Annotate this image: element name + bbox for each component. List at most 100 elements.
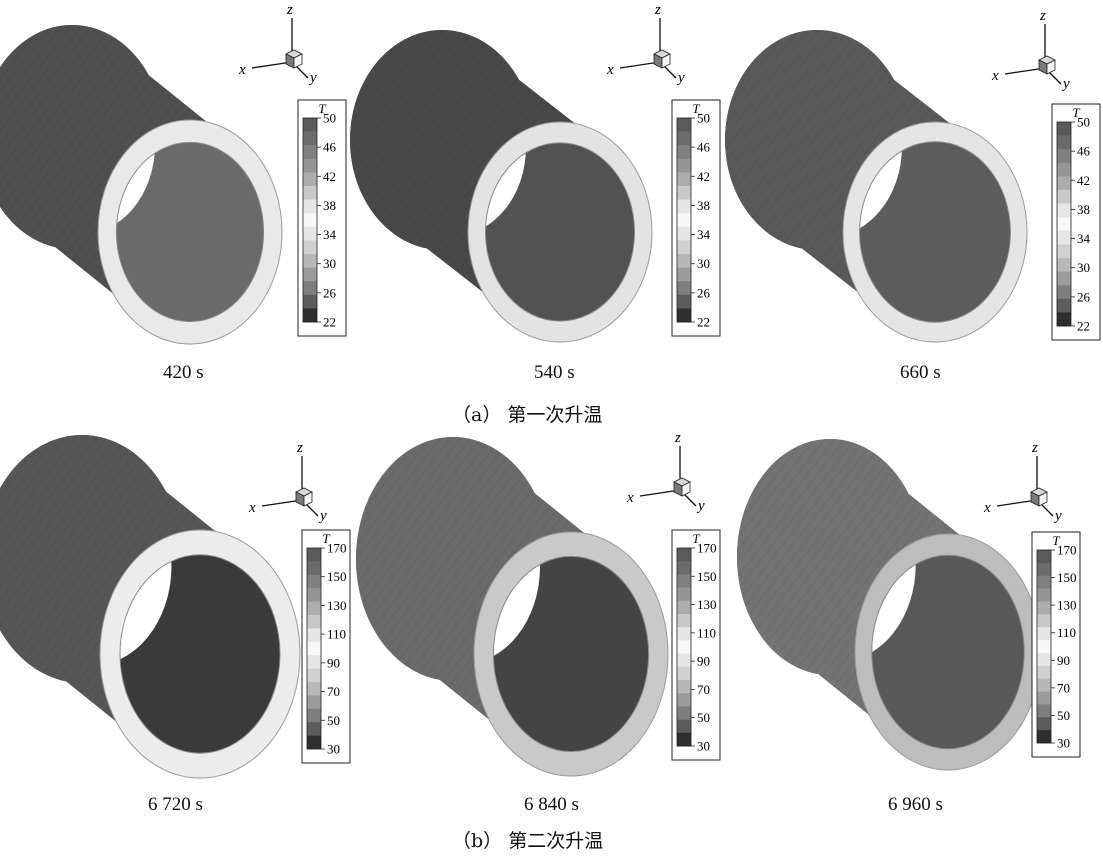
axis-triad: z x y [606, 2, 685, 86]
colorbar-tick-label: 34 [1077, 231, 1091, 246]
colorbar: T50 46 42 38 34 30 26 22 [1051, 103, 1101, 341]
colorbar-tick-label: 50 [697, 710, 710, 725]
colorbar-tick-label: 150 [1057, 570, 1077, 585]
colorbar: T50 46 42 38 34 30 26 22 [297, 99, 347, 337]
colorbar-tick-label: 130 [1057, 598, 1077, 613]
colorbar-tick-label: 130 [327, 598, 347, 613]
axis-x-label: x [238, 62, 246, 78]
colorbar-title: T [318, 101, 326, 116]
colorbar-tick-label: 26 [323, 285, 337, 300]
colorbar-tick-label: 50 [323, 111, 336, 126]
colorbar-tick-label: 130 [697, 597, 717, 612]
colorbar-title: T [1052, 533, 1060, 548]
axis-y-label: y [1061, 76, 1070, 92]
caption-b: （b） 第二次升温 [452, 830, 604, 852]
axis-triad: z x y [983, 440, 1062, 524]
axis-y-label: y [308, 70, 317, 86]
colorbar-title: T [692, 101, 700, 116]
cylinder-bore [493, 556, 649, 752]
colorbar-tick-label: 30 [1057, 736, 1070, 751]
axis-x-label: x [626, 490, 634, 506]
colorbar-tick-label: 42 [323, 169, 336, 184]
colorbar-tick-label: 46 [1077, 144, 1091, 159]
axis-x-label: x [991, 68, 999, 84]
colorbar-tick-label: 38 [323, 198, 336, 213]
colorbar-tick-label: 22 [697, 315, 710, 330]
colorbar-tick-label: 50 [697, 111, 710, 126]
axis-y-label: y [1053, 508, 1062, 524]
colorbar-tick-label: 110 [327, 627, 346, 642]
colorbar-tick-label: 30 [697, 256, 710, 271]
caption-a: （a） 第一次升温 [452, 404, 603, 426]
colorbar-tick-label: 90 [327, 655, 340, 670]
time-label-b3: 6 960 s [888, 794, 943, 815]
colorbar-tick-label: 34 [323, 227, 337, 242]
colorbar-tick-label: 170 [1057, 543, 1077, 558]
colorbar-tick-label: 110 [1057, 625, 1076, 640]
colorbar-tick-label: 30 [323, 256, 336, 271]
colorbar-tick-label: 22 [323, 315, 336, 330]
axis-z-label: z [1039, 8, 1046, 24]
panel-b1: z x y T 170 150 130 110 90 70 50 30 [0, 430, 351, 790]
colorbar-tick-label: 150 [697, 569, 717, 584]
time-label-a2: 540 s [534, 362, 575, 383]
colorbar-tick-label: 90 [1057, 653, 1070, 668]
colorbar-tick-label: 30 [1077, 260, 1090, 275]
colorbar-tick-label: 50 [1077, 115, 1090, 130]
colorbar-tick-label: 70 [1057, 680, 1070, 695]
colorbar-tick-label: 150 [327, 569, 347, 584]
time-label-b1: 6 720 s [148, 794, 203, 815]
colorbar-tick-label: 22 [1077, 319, 1090, 334]
axis-x-label: x [983, 500, 991, 516]
axis-y-label: y [696, 498, 705, 514]
axis-z-label: z [296, 440, 303, 456]
time-label-a1: 420 s [163, 362, 204, 383]
axis-z-label: z [654, 2, 661, 18]
colorbar-tick-label: 90 [697, 654, 710, 669]
panel-a1: z x y T 50 46 42 38 34 30 26 22 [0, 0, 347, 360]
colorbar: T50 46 42 38 34 30 26 22 [671, 99, 721, 337]
panel-a2: z x y T 50 46 42 38 34 30 26 22 [350, 0, 721, 360]
axis-z-label: z [286, 2, 293, 18]
colorbar-tick-label: 42 [1077, 173, 1090, 188]
time-label-b2: 6 840 s [524, 794, 579, 815]
cylinder-bore [120, 554, 280, 754]
colorbar-tick-label: 30 [697, 739, 710, 754]
colorbar-tick-label: 170 [697, 541, 717, 556]
colorbar-tick-label: 70 [697, 682, 710, 697]
panel-b2: z x y T 170 150 130 110 90 70 50 30 [356, 430, 721, 790]
axis-x-label: x [606, 62, 614, 78]
colorbar-title: T [322, 531, 330, 546]
colorbar-tick-label: 30 [327, 742, 340, 757]
colorbar-tick-label: 46 [323, 140, 337, 155]
axis-y-label: y [676, 70, 685, 86]
axis-triad: z x y [248, 440, 327, 524]
axis-y-label: y [318, 508, 327, 524]
axis-triad: z x y [991, 8, 1070, 92]
axis-triad: z x y [238, 2, 317, 86]
colorbar-tick-label: 70 [327, 684, 340, 699]
time-label-a3: 660 s [900, 362, 941, 383]
colorbar-tick-label: 34 [697, 227, 711, 242]
colorbar-tick-label: 26 [697, 285, 711, 300]
colorbar-tick-label: 170 [327, 541, 347, 556]
colorbar-tick-label: 38 [1077, 202, 1090, 217]
colorbar-tick-label: 38 [697, 198, 710, 213]
panel-a3: z x y T 50 46 42 38 34 30 26 22 [725, 0, 1101, 360]
colorbar-tick-label: 42 [697, 169, 710, 184]
colorbar-tick-label: 110 [697, 625, 716, 640]
colorbar-title: T [692, 531, 700, 546]
axis-x-label: x [248, 500, 256, 516]
axis-z-label: z [1031, 440, 1038, 456]
axis-triad: z x y [626, 430, 705, 514]
axis-z-label: z [674, 430, 681, 446]
colorbar-tick-label: 50 [327, 713, 340, 728]
